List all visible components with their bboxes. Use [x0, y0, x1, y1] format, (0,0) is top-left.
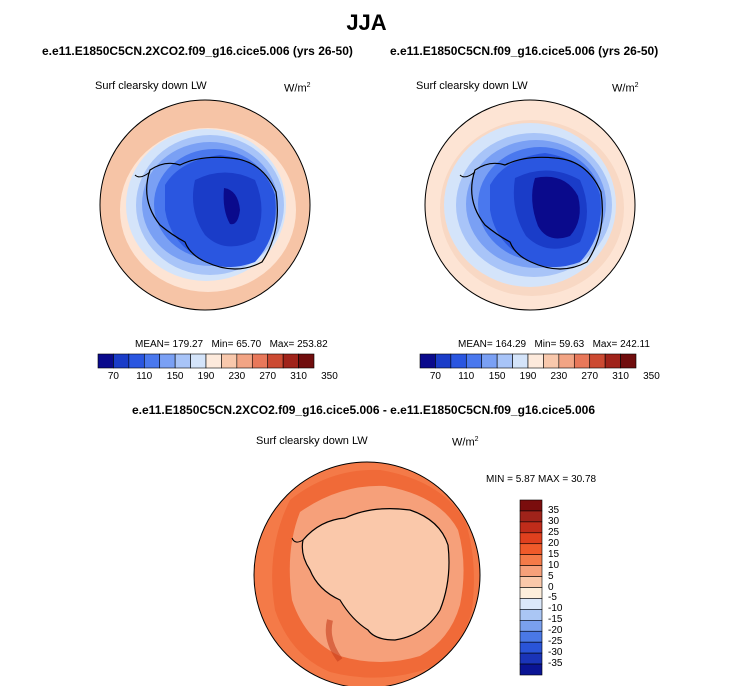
diff-colorbar-tick-label: 10: [548, 559, 560, 571]
diff-colorbar-swatch: [519, 620, 543, 632]
diff-colorbar-swatch: [519, 521, 543, 534]
diff-colorbar-swatch: [519, 499, 543, 512]
panel-2-colorbar-tick-label: 110: [458, 371, 475, 382]
panel-2-colorbar-ticks: 70 110 150 190 230 270 310 350: [420, 371, 660, 385]
diff-colorbar-tick-label: 25: [548, 526, 560, 538]
panel-1-colorbar-tick-label: 110: [136, 371, 153, 382]
diff-colorbar-swatch: [519, 652, 543, 665]
panel-1-colorbar-tick-label: 70: [107, 371, 119, 382]
panel-2-colorbar-tick-label: 310: [612, 371, 629, 382]
diff-colorbar-swatch: [519, 565, 543, 577]
panel-2-colorbar-tick-label: 150: [488, 371, 506, 382]
panel-1-colorbar-tick-label: 350: [321, 371, 338, 382]
panel-1-colorbar-tick-label: 270: [259, 371, 277, 382]
diff-colorbar-tick-label: -15: [548, 614, 563, 626]
diff-colorbar-swatch: [519, 576, 543, 588]
panel-2-colorbar-tick-label: 230: [550, 371, 568, 382]
diff-colorbar-tick-label: 15: [548, 548, 560, 560]
diff-contour-field: [254, 462, 480, 686]
panel-1-case-title: e.e11.E1850C5CN.2XCO2.f09_g16.cice5.006 …: [42, 44, 353, 58]
panel-1-colorbar-tick-label: 190: [197, 371, 215, 382]
panel-2-colorbar-swatch: [620, 353, 637, 369]
diff-colorbar-swatch: [519, 641, 543, 654]
diff-min-max: MIN = 5.87 MAX = 30.78: [486, 474, 597, 485]
panel-2-units: W/m2: [612, 82, 639, 95]
panel-1-colorbar-tick-label: 150: [166, 371, 184, 382]
panel-1-colorbar: [97, 353, 315, 369]
diff-colorbar-ticks: 35 30 25 20 15 10 5 0 -5 -10 -15 -20 -25 -30 -35: [548, 500, 578, 675]
diff-colorbar-tick-label: -25: [548, 636, 563, 648]
diff-colorbar-swatch: [519, 663, 543, 676]
diff-colorbar-swatch: [519, 609, 543, 621]
diff-colorbar-swatch: [519, 510, 543, 523]
diff-colorbar-tick-label: 35: [548, 504, 560, 516]
panel-1-stats: MEAN= 179.27 Min= 65.70 Max= 253.82: [135, 339, 328, 350]
panel-2-variable-label: Surf clearsky down LW: [416, 80, 528, 92]
panel-2-case-title: e.e11.E1850C5CN.f09_g16.cice5.006 (yrs 2…: [390, 44, 659, 58]
diff-colorbar: [519, 499, 543, 676]
diff-units: W/m2: [452, 436, 479, 449]
panel-2-contour-field: [425, 100, 635, 310]
panel-2-colorbar-tick-label: 70: [429, 371, 441, 382]
diff-colorbar-tick-label: -35: [548, 658, 563, 670]
panel-1-contour-field: [100, 100, 310, 310]
panel-2-colorbar-tick-label: 270: [581, 371, 599, 382]
diff-colorbar-tick-label: 20: [548, 537, 560, 549]
diff-colorbar-swatch: [519, 554, 543, 566]
diff-colorbar-swatch: [519, 587, 543, 599]
panel-2-stats: MEAN= 164.29 Min= 59.63 Max= 242.11: [458, 339, 650, 350]
diff-colorbar-swatch: [519, 543, 543, 555]
figure-title: JJA: [346, 10, 387, 35]
diff-colorbar-tick-label: 30: [548, 515, 560, 527]
diff-colorbar-tick-label: -5: [548, 592, 557, 604]
diff-colorbar-tick-label: -30: [548, 647, 563, 659]
diff-colorbar-swatch: [519, 598, 543, 610]
panel-1-colorbar-tick-label: 230: [228, 371, 246, 382]
panel-1-colorbar-tick-label: 310: [290, 371, 307, 382]
diff-colorbar-tick-label: 0: [548, 581, 554, 593]
diff-colorbar-tick-label: 5: [548, 570, 554, 582]
panel-1-colorbar-ticks: 70 110 150 190 230 270 310 350: [98, 371, 338, 385]
diff-title: e.e11.E1850C5CN.2XCO2.f09_g16.cice5.006 …: [132, 403, 595, 417]
diff-colorbar-tick-label: -20: [548, 625, 563, 637]
diff-colorbar-tick-label: -10: [548, 603, 563, 615]
panel-2-colorbar: [419, 353, 637, 369]
panel-2-colorbar-tick-label: 350: [643, 371, 660, 382]
panel-1-colorbar-swatch: [298, 353, 315, 369]
diff-variable-label: Surf clearsky down LW: [256, 435, 368, 447]
diff-colorbar-swatch: [519, 630, 543, 643]
panel-1-units: W/m2: [284, 82, 311, 95]
panel-1-variable-label: Surf clearsky down LW: [95, 80, 207, 92]
diff-colorbar-swatch: [519, 532, 543, 545]
panel-2-colorbar-tick-label: 190: [519, 371, 537, 382]
